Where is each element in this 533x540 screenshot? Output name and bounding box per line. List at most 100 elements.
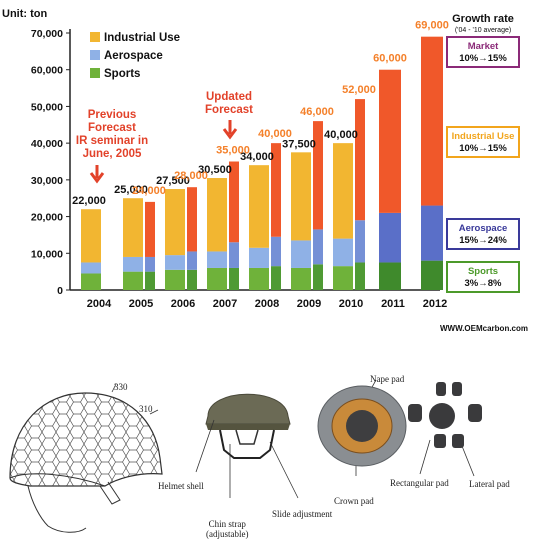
previous-forecast-annotation-line: IR seminar in xyxy=(76,135,148,147)
growth-rate-2: 10%→15% xyxy=(459,143,507,154)
previous-bar-industrial-2005 xyxy=(123,198,143,257)
updated-bar-sports-2012 xyxy=(421,260,443,290)
previous-bar-aerospace-2005 xyxy=(123,256,143,272)
updated-value-label: 28,000 xyxy=(174,170,208,182)
x-tick-label: 2009 xyxy=(297,298,321,310)
previous-value-label: 25,000 xyxy=(114,184,148,196)
growth-rate-3: 15%→24% xyxy=(459,235,507,246)
x-tick-label: 2006 xyxy=(171,298,195,310)
updated-bar-industrial-2011 xyxy=(379,69,401,213)
growth-rate-1: 10%→15% xyxy=(459,53,507,64)
previous-value-label: 22,000 xyxy=(72,195,106,207)
updated-bar-aerospace-2011 xyxy=(379,212,401,263)
legend-swatch-3 xyxy=(90,68,100,78)
updated-value-label: 40,000 xyxy=(258,128,292,140)
updated-bar-sports-2005 xyxy=(145,271,155,290)
x-axis: 2004 2005 2006 2007 2008 2009 2010 2011 2012 xyxy=(87,298,447,310)
updated-value-label: 69,000 xyxy=(415,20,449,32)
updated-bar-sports-2007 xyxy=(229,267,239,290)
updated-bar-aerospace-2008 xyxy=(271,236,281,267)
previous-bar-aerospace-2010 xyxy=(333,238,353,267)
growth-name-3: Aerospace xyxy=(459,223,508,234)
previous-bar-industrial-2006 xyxy=(165,189,185,256)
y-tick-label: 50,000 xyxy=(31,101,63,113)
updated-bar-sports-2009 xyxy=(313,264,323,290)
previous-bar-sports-2007 xyxy=(207,267,227,290)
updated-bar-aerospace-2010 xyxy=(355,220,365,263)
previous-bar-aerospace-2004 xyxy=(81,262,101,274)
helmet-patent-figures: 330 310 Helmet shell Chin strap (adjusta… xyxy=(0,374,533,540)
legend-swatch-2 xyxy=(90,50,100,60)
growth-rate-title: Growth rate xyxy=(452,13,514,25)
updated-bar-industrial-2010 xyxy=(355,99,365,221)
x-tick-label: 2010 xyxy=(339,298,363,310)
nape-pad-label: Nape pad xyxy=(370,374,405,384)
previous-bar-sports-2010 xyxy=(333,266,353,290)
updated-value-label: 52,000 xyxy=(342,84,376,96)
rectangular-pad-label: Rectangular pad xyxy=(390,478,449,488)
updated-bar-industrial-2005 xyxy=(145,201,155,257)
updated-bar-aerospace-2005 xyxy=(145,256,155,272)
y-tick-label: 0 xyxy=(57,285,63,297)
y-tick-label: 20,000 xyxy=(31,212,63,224)
bar-group: 22,00025,00027,50030,50034,00037,50040,0… xyxy=(72,20,449,290)
updated-value-label: 35,000 xyxy=(216,145,250,157)
growth-name-1: Market xyxy=(468,41,499,52)
updated-bar-aerospace-2007 xyxy=(229,242,239,268)
previous-bar-industrial-2009 xyxy=(291,152,311,241)
previous-forecast-arrow xyxy=(89,165,105,184)
legend-swatch-1 xyxy=(90,32,100,42)
previous-bar-aerospace-2008 xyxy=(249,247,269,268)
y-tick-label: 60,000 xyxy=(31,65,63,77)
previous-bar-sports-2006 xyxy=(165,269,185,290)
x-tick-label: 2005 xyxy=(129,298,153,310)
updated-bar-industrial-2006 xyxy=(187,187,197,252)
updated-bar-sports-2008 xyxy=(271,266,281,290)
helmet-shell-label: Helmet shell xyxy=(158,481,204,491)
growth-box-4 xyxy=(446,261,520,293)
previous-bar-sports-2008 xyxy=(249,267,269,290)
updated-bar-aerospace-2012 xyxy=(421,205,443,261)
previous-value-label: 34,000 xyxy=(240,151,274,163)
previous-bar-sports-2005 xyxy=(123,271,143,290)
updated-value-label: 24,000 xyxy=(132,185,166,197)
updated-bar-sports-2010 xyxy=(355,262,365,290)
ref-310-label: 310 xyxy=(139,404,153,414)
slide-adjustment-label: Slide adjustment xyxy=(272,509,333,519)
previous-bar-aerospace-2006 xyxy=(165,255,185,270)
updated-bar-aerospace-2006 xyxy=(187,251,197,270)
y-axis: 0 10,000 20,000 30,000 40,000 50,000 60,000 70,… xyxy=(31,28,440,297)
previous-bar-industrial-2004 xyxy=(81,209,101,263)
previous-forecast-annotation-line: Forecast xyxy=(88,122,136,134)
y-tick-label: 40,000 xyxy=(31,138,63,150)
previous-bar-sports-2004 xyxy=(81,273,101,290)
updated-value-label: 60,000 xyxy=(373,53,407,65)
helmet-line-drawing xyxy=(9,383,163,533)
previous-value-label: 27,500 xyxy=(156,175,190,187)
updated-bar-sports-2006 xyxy=(187,269,197,290)
updated-bar-industrial-2007 xyxy=(229,161,239,243)
pad-system-image xyxy=(317,382,482,467)
previous-bar-aerospace-2007 xyxy=(207,251,227,268)
y-tick-label: 70,000 xyxy=(31,28,63,40)
x-tick-label: 2012 xyxy=(423,298,447,310)
unit-label: Unit: ton xyxy=(2,8,47,20)
x-tick-label: 2008 xyxy=(255,298,279,310)
updated-forecast-annotation-line: Updated xyxy=(206,91,252,103)
growth-box-1 xyxy=(446,36,520,68)
y-tick-label: 30,000 xyxy=(31,175,63,187)
ref-330-label: 330 xyxy=(114,382,128,392)
growth-rate-panel: Growth rate('04 - '10 average)Market10%→… xyxy=(446,13,520,293)
legend: Industrial Use Aerospace Sports xyxy=(90,32,180,80)
updated-bar-industrial-2012 xyxy=(421,36,443,206)
previous-bar-industrial-2010 xyxy=(333,143,353,239)
updated-forecast-arrow xyxy=(222,120,238,140)
updated-forecast-annotation-line: Forecast xyxy=(205,104,253,116)
x-tick-label: 2011 xyxy=(381,298,405,310)
growth-box-3 xyxy=(446,218,520,250)
combat-helmet-image xyxy=(205,393,291,459)
previous-value-label: 37,500 xyxy=(282,138,316,150)
y-tick-label: 10,000 xyxy=(31,248,63,260)
chin-strap-label: Chin strap (adjustable) xyxy=(206,519,249,539)
